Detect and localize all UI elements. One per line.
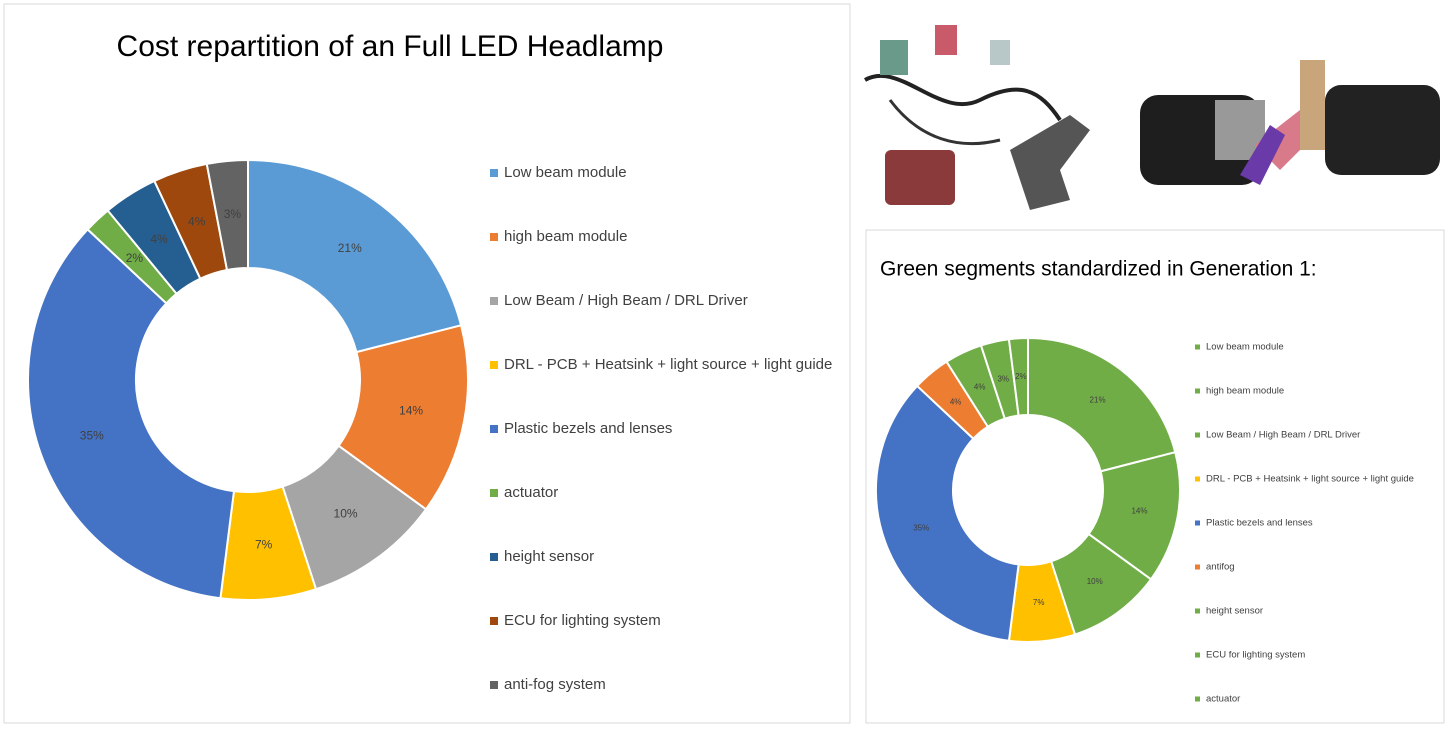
legend-swatch: [490, 297, 498, 305]
legend-swatch: [1195, 609, 1200, 614]
legend-label: high beam module: [1206, 386, 1284, 397]
legend-label: ECU for lighting system: [1206, 650, 1305, 661]
slice-label: 2%: [1015, 372, 1027, 381]
slice-label: 4%: [188, 214, 206, 228]
slice-label: 35%: [913, 524, 929, 533]
slice-label: 10%: [1087, 577, 1103, 586]
slice-label: 4%: [974, 382, 986, 391]
slice-label: 4%: [950, 398, 962, 407]
legend-label: height sensor: [504, 548, 594, 565]
legend-swatch: [1195, 389, 1200, 394]
slice-label: 14%: [399, 403, 423, 417]
legend-swatch: [490, 553, 498, 561]
legend-swatch: [1195, 697, 1200, 702]
chart-title: Cost repartition of an Full LED Headlamp: [117, 30, 664, 63]
legend-swatch: [1195, 345, 1200, 350]
legend-label: antifog: [1206, 562, 1235, 573]
legend-swatch: [490, 425, 498, 433]
slice-label: 2%: [126, 251, 144, 265]
slice-label: 21%: [338, 241, 362, 255]
legend-label: actuator: [504, 484, 558, 501]
legend-swatch: [490, 617, 498, 625]
legend-label: height sensor: [1206, 606, 1263, 617]
legend-swatch: [1195, 433, 1200, 438]
legend-swatch: [490, 361, 498, 369]
legend-swatch: [490, 681, 498, 689]
legend-swatch: [1195, 477, 1200, 482]
legend-label: DRL - PCB + Heatsink + light source + li…: [504, 356, 832, 373]
slice-label: 7%: [255, 537, 273, 551]
legend-label: DRL - PCB + Heatsink + light source + li…: [1206, 474, 1414, 485]
legend-label: anti-fog system: [504, 676, 606, 693]
legend-label: Low Beam / High Beam / DRL Driver: [1206, 430, 1360, 441]
page: Cost repartition of an Full LED Headlamp…: [0, 0, 1453, 725]
legend-swatch: [1195, 565, 1200, 570]
legend-label: Low Beam / High Beam / DRL Driver: [504, 292, 748, 309]
slice-label: 7%: [1033, 598, 1045, 607]
slice-label: 3%: [997, 374, 1009, 383]
legend-swatch: [490, 489, 498, 497]
slice-label: 14%: [1131, 506, 1147, 515]
chart-title: Green segments standardized in Generatio…: [880, 258, 1317, 281]
legend-swatch: [490, 233, 498, 241]
slice-label: 10%: [334, 506, 358, 520]
slice-label: 4%: [150, 232, 168, 246]
legend-label: Low beam module: [504, 164, 627, 181]
legend-label: Plastic bezels and lenses: [1206, 518, 1313, 529]
component-photo: [865, 25, 1440, 210]
legend-swatch: [1195, 521, 1200, 526]
legend-swatch: [1195, 653, 1200, 658]
legend-label: actuator: [1206, 694, 1240, 705]
legend-label: high beam module: [504, 228, 627, 245]
legend-label: Plastic bezels and lenses: [504, 420, 672, 437]
slice-label: 3%: [224, 207, 242, 221]
legend-label: Low beam module: [1206, 342, 1284, 353]
slice-label: 35%: [80, 428, 104, 442]
slice-label: 21%: [1090, 395, 1106, 404]
legend-swatch: [490, 169, 498, 177]
legend-label: ECU for lighting system: [504, 612, 661, 629]
